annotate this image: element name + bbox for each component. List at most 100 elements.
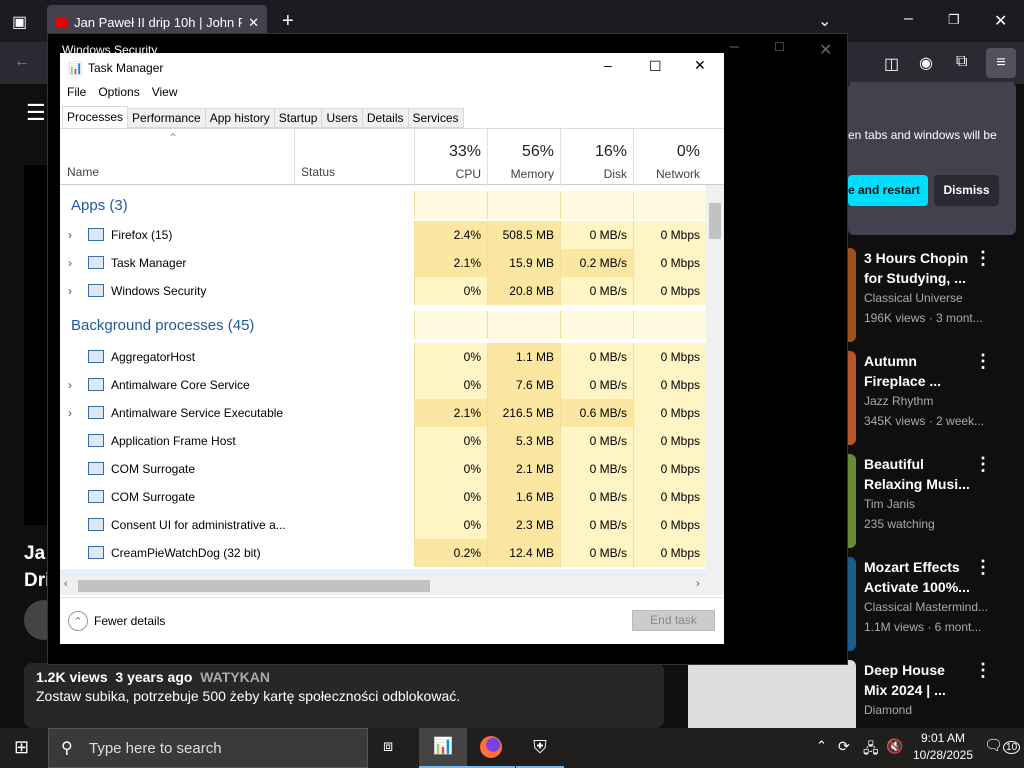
expand-chevron-icon[interactable]: › [68, 228, 72, 242]
expand-chevron-icon[interactable]: › [68, 256, 72, 270]
column-memory[interactable]: 56% Memory [487, 129, 560, 186]
process-row[interactable]: CreamPieWatchDog (32 bit) 0.2% 12.4 MB 0 MB… [60, 539, 706, 567]
sync-icon[interactable]: ⟳ [838, 738, 850, 754]
recommended-video[interactable]: 3 Hours Chopin for Studying, ... Classical… [864, 250, 983, 325]
more-options-icon[interactable]: ⋮ [974, 248, 992, 268]
horizontal-scrollbar[interactable]: ‹ › [60, 577, 724, 595]
minimize-icon[interactable]: – [730, 38, 739, 55]
menu-file[interactable]: File [67, 85, 87, 99]
recommended-video[interactable]: Autumn Fireplace ... Jazz Rhythm 345K views… [864, 353, 985, 428]
network-icon[interactable]: 🖧 [863, 740, 879, 756]
net-value: 0 Mbps [633, 399, 706, 427]
account-icon[interactable]: ◉ [919, 55, 933, 72]
menu-options[interactable]: Options [98, 85, 140, 99]
back-icon[interactable]: ← [14, 53, 30, 70]
mem-value: 508.5 MB [487, 221, 560, 249]
close-icon[interactable]: ✕ [694, 57, 706, 73]
search-box[interactable]: ⚲ Type here to search [48, 728, 368, 768]
footer: ⌃ Fewer details End task [60, 597, 724, 644]
expand-chevron-icon[interactable]: › [68, 284, 72, 298]
mem-value: 15.9 MB [487, 249, 560, 277]
column-cpu[interactable]: 33% CPU [414, 129, 487, 186]
taskbar-windows-security-icon[interactable]: ⛨ [516, 728, 564, 768]
chevron-up-icon[interactable]: ⌃ [68, 611, 88, 631]
update-restart-button[interactable]: e and restart [848, 175, 928, 206]
update-popup: en tabs and windows will be e and restar… [848, 82, 1016, 235]
tab-list-icon[interactable]: ⌄ [818, 13, 832, 30]
tab-users[interactable]: Users [321, 108, 363, 128]
show-hidden-icons[interactable]: ⌃ [816, 738, 827, 753]
tab-details[interactable]: Details [361, 108, 409, 128]
windows-start-icon[interactable]: ⊞ [14, 737, 30, 757]
end-task-button[interactable]: End task [632, 610, 715, 631]
volume-muted-icon[interactable]: 🔇 [886, 738, 904, 754]
recommended-video[interactable]: Deep House Mix 2024 | ... Diamond [864, 662, 946, 717]
tab-startup[interactable]: Startup [273, 108, 323, 128]
process-row[interactable]: Consent UI for administrative a... 0% 2.3 … [60, 511, 706, 539]
close-icon[interactable]: ✕ [994, 13, 1008, 30]
group-header[interactable]: Background processes (45) [60, 311, 706, 339]
dismiss-button[interactable]: Dismiss [934, 175, 999, 206]
column-name[interactable]: Name [67, 165, 100, 179]
process-row[interactable]: Application Frame Host 0% 5.3 MB 0 MB/s 0 Mb… [60, 427, 706, 455]
mem-value: 2.3 MB [487, 511, 560, 539]
disk-value: 0 MB/s [560, 511, 633, 539]
process-row[interactable]: COM Surrogate 0% 1.6 MB 0 MB/s 0 Mbps [60, 483, 706, 511]
expand-chevron-icon[interactable]: › [68, 378, 72, 392]
tab-services[interactable]: Services [407, 108, 464, 128]
recommended-video[interactable]: Mozart Effects Activate 100%... Classical … [864, 559, 989, 634]
new-tab-icon[interactable]: + [282, 10, 294, 32]
cpu-value: 0% [414, 343, 487, 371]
column-status[interactable]: Status [294, 129, 414, 186]
process-row[interactable]: AggregatorHost 0% 1.1 MB 0 MB/s 0 Mbps [60, 343, 706, 371]
menu-view[interactable]: View [151, 85, 178, 99]
tab-overview-icon[interactable]: ▣ [12, 14, 28, 31]
vertical-scrollbar[interactable] [706, 185, 724, 577]
video-title: Ja Dri [24, 543, 51, 591]
more-options-icon[interactable]: ⋮ [974, 454, 992, 474]
more-options-icon[interactable]: ⋮ [974, 660, 992, 680]
tab-performance[interactable]: Performance [127, 108, 206, 128]
process-row[interactable]: › Windows Security 0% 20.8 MB 0 MB/s 0 Mbps [60, 277, 706, 305]
extensions-icon[interactable]: ⧉ [956, 53, 968, 70]
tab-app-history[interactable]: App history [204, 108, 275, 128]
app-menu-icon[interactable]: ≡ [986, 48, 1016, 78]
disk-value: 0 MB/s [560, 455, 633, 483]
more-options-icon[interactable]: ⋮ [974, 351, 992, 371]
taskbar-task-manager-icon[interactable]: 📊 [419, 728, 467, 768]
net-value: 0 Mbps [633, 455, 706, 483]
selected-row-partial[interactable] [60, 569, 706, 577]
net-value: 0 Mbps [633, 277, 706, 305]
task-view-icon[interactable]: ⧈ [383, 738, 394, 755]
maximize-icon[interactable]: ☐ [774, 40, 785, 54]
shield-icon [88, 284, 104, 297]
process-row[interactable]: › Antimalware Service Executable 2.1% 216.5… [60, 399, 706, 427]
video-description[interactable]: 1.2K views 3 years ago WATYKAN Zostaw su… [24, 663, 664, 728]
column-disk[interactable]: 16% Disk [560, 129, 633, 186]
pocket-icon[interactable]: ◫ [884, 56, 900, 73]
process-row[interactable]: COM Surrogate 0% 2.1 MB 0 MB/s 0 Mbps [60, 455, 706, 483]
process-row[interactable]: › Task Manager 2.1% 15.9 MB 0.2 MB/s 0 Mbps [60, 249, 706, 277]
recommended-video[interactable]: Beautiful Relaxing Musi... Tim Janis 235 wa… [864, 456, 970, 531]
hamburger-menu-icon[interactable]: ☰ [26, 100, 46, 125]
expand-chevron-icon[interactable]: › [68, 406, 72, 420]
close-icon[interactable]: ✕ [819, 42, 833, 59]
more-options-icon[interactable]: ⋮ [974, 557, 992, 577]
maximize-icon[interactable]: ☐ [649, 58, 662, 74]
restore-icon[interactable]: ❐ [948, 12, 960, 27]
cpu-value: 2.1% [414, 399, 487, 427]
firefox-icon [88, 228, 104, 241]
fewer-details-link[interactable]: Fewer details [94, 614, 166, 628]
notifications-icon[interactable]: 🗨 10 [984, 736, 1021, 754]
close-tab-icon[interactable]: ✕ [248, 14, 259, 30]
net-value: 0 Mbps [633, 221, 706, 249]
taskbar-firefox-icon[interactable] [467, 728, 515, 768]
clock[interactable]: 9:01 AM 10/28/2025 [912, 731, 974, 762]
minimize-icon[interactable]: – [604, 57, 612, 73]
process-row[interactable]: › Antimalware Core Service 0% 7.6 MB 0 MB/s 0… [60, 371, 706, 399]
group-header[interactable]: Apps (3) [60, 191, 706, 219]
column-network[interactable]: 0% Network [633, 129, 706, 186]
tab-processes[interactable]: Processes [62, 106, 129, 128]
minimize-icon[interactable]: – [904, 10, 913, 27]
process-row[interactable]: › Firefox (15) 2.4% 508.5 MB 0 MB/s 0 Mbps [60, 221, 706, 249]
